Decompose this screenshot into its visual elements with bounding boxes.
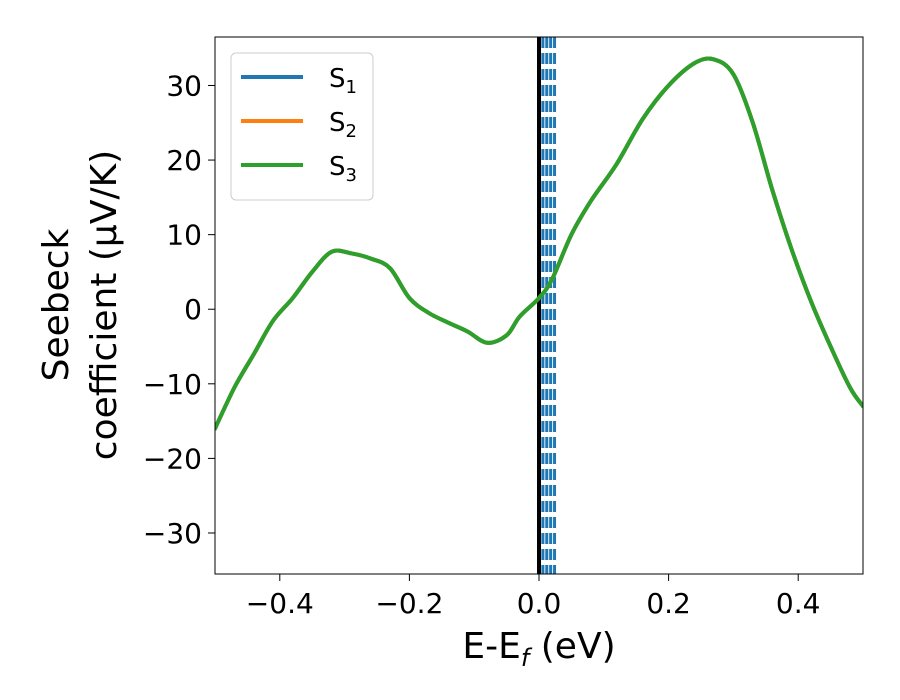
y-tick-label: 30: [166, 69, 202, 102]
y-axis-label-line2: coefficient (μV/K): [84, 150, 125, 460]
plot-area: [215, 37, 863, 574]
x-tick-label: 0.0: [517, 587, 562, 620]
y-tick-label: −10: [143, 368, 202, 401]
x-tick-label: −0.2: [375, 587, 443, 620]
series-line-s3: [215, 56, 863, 431]
y-tick-label: 0: [184, 293, 202, 326]
y-tick-label: 10: [166, 219, 202, 252]
axes-ticks: −0.4 −0.2 0.0 0.2 0.4 −30 −20 −10 0 10 20 30: [143, 69, 821, 620]
legend-label: S3: [329, 152, 357, 186]
y-tick-label: 20: [166, 144, 202, 177]
legend-label: S1: [329, 64, 357, 98]
x-tick-label: −0.4: [246, 587, 314, 620]
legend: S1 S2 S3: [230, 52, 374, 201]
y-axis-label-line1: Seebeck: [36, 228, 77, 381]
y-tick-label: −30: [143, 517, 202, 550]
x-tick-label: 0.4: [776, 587, 821, 620]
legend-label: S2: [329, 108, 357, 142]
y-axis-label: Seebeck coefficient (μV/K): [36, 150, 125, 460]
x-axis-label: E-Ef (eV): [462, 626, 615, 672]
y-tick-label: −20: [143, 442, 202, 475]
x-tick-label: 0.2: [646, 587, 691, 620]
